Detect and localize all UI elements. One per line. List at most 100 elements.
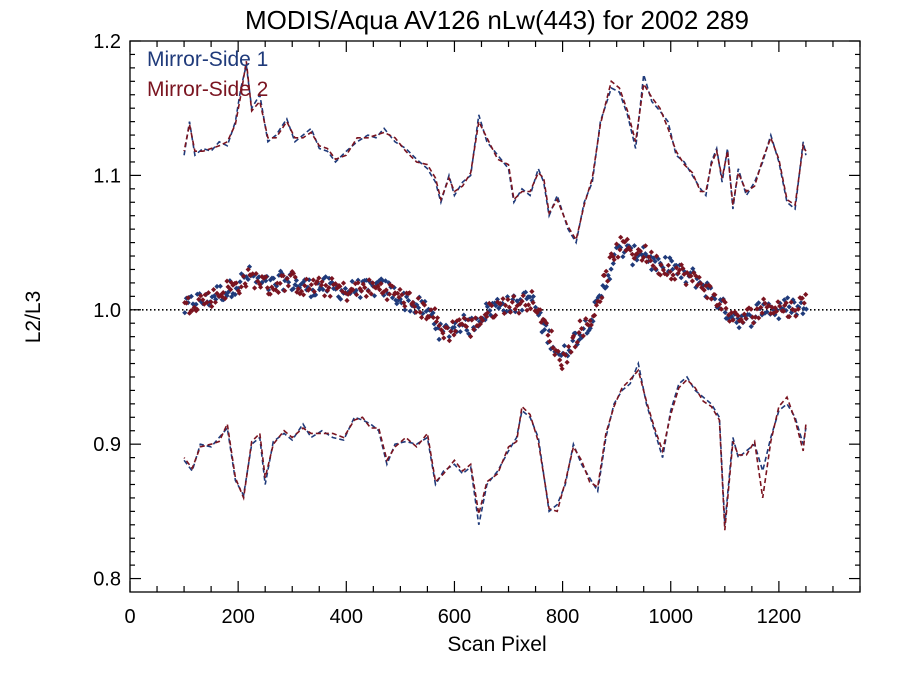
mirror-side-2-point (269, 284, 275, 290)
mirror-side-1-point (722, 309, 728, 316)
mirror-side-1-point (690, 266, 696, 272)
mirror-side-2-point (703, 283, 709, 289)
mirror-side-1-point (289, 287, 295, 293)
mirror-side-1-point (293, 277, 299, 283)
y-tick-label: 0.9 (93, 434, 121, 456)
mirror-side-2-point (530, 300, 536, 306)
mirror-side-2-point (440, 330, 446, 336)
mirror-side-2-point (432, 306, 438, 312)
mirror-side-2-point (631, 255, 637, 261)
mirror-side-2-point (652, 265, 659, 272)
mirror-side-2-point (615, 254, 621, 260)
mirror-side-1-point (584, 330, 590, 336)
mirror-side-2-point (795, 306, 801, 312)
mirror-side-1-point (565, 353, 571, 359)
mirror-side-1-point (193, 301, 199, 307)
mirror-side-2-point (750, 314, 756, 320)
mirror-side-1-point (305, 284, 311, 290)
mirror-side-1-point (326, 275, 332, 281)
mirror-side-2-point (489, 303, 495, 309)
mirror-side-2-point (282, 288, 288, 294)
mirror-side-1-point (781, 297, 787, 303)
mirror-side-2-point (209, 303, 215, 310)
mirror-side-2-point (243, 283, 249, 289)
mirror-side-2-point (183, 300, 189, 306)
mirror-side-2-point (461, 315, 467, 321)
mirror-side-2-point (572, 344, 578, 350)
mirror-side-2-point (334, 285, 340, 291)
mirror-side-2-point (472, 315, 478, 321)
mirror-side-2-point (801, 300, 807, 306)
mirror-side-2-point (547, 338, 553, 345)
mirror-side-1-point (577, 332, 583, 338)
mirror-side-2-point (783, 300, 789, 306)
mirror-side-2-point (644, 259, 650, 265)
mirror-side-1-point (628, 245, 634, 251)
mirror-side-2-point (633, 252, 639, 258)
mirror-side-2-point (545, 332, 551, 338)
mirror-side-2-point (274, 280, 280, 286)
mirror-side-1-point (338, 296, 344, 302)
mirror-side-2-point (480, 317, 486, 323)
mirror-side-2-point (258, 284, 264, 290)
mirror-side-2-point (289, 269, 295, 275)
mirror-side-2-point (194, 306, 200, 312)
mirror-side-1-point (791, 299, 797, 305)
mirror-side-1-point (725, 315, 731, 321)
mirror-side-2-point (611, 257, 617, 263)
mirror-side-2-point (201, 301, 207, 307)
mirror-side-1-point (415, 305, 422, 311)
mirror-side-2-point (608, 251, 614, 257)
mirror-side-2-point (354, 292, 360, 298)
mirror-side-2-point (186, 310, 193, 316)
mirror-side-2-point (583, 316, 589, 322)
mirror-side-2-point (790, 306, 796, 312)
mirror-side-1-point (602, 285, 608, 291)
x-tick-label: 200 (221, 606, 254, 628)
mirror-side-2-point (399, 292, 405, 298)
mirror-side-1-point (380, 278, 386, 284)
mirror-side-1-point (451, 324, 457, 330)
mirror-side-2-point (469, 317, 475, 323)
mirror-side-2-point (701, 287, 707, 293)
mirror-side-2-point (421, 302, 428, 308)
mirror-side-2-point (758, 304, 764, 310)
mirror-side-1-point (785, 295, 791, 301)
mirror-side-2-point (365, 288, 371, 294)
mirror-side-1-point (461, 312, 467, 318)
mirror-side-2-point (537, 307, 543, 313)
mirror-side-1-point (402, 307, 408, 313)
mirror-side-1-point (245, 276, 251, 282)
mirror-side-1-point (463, 316, 469, 322)
mirror-side-2-point (786, 314, 792, 320)
mirror-side-2-point (777, 303, 783, 309)
mirror-side-1-point (524, 296, 530, 302)
mirror-side-1-point (230, 291, 236, 297)
mirror-side-1-point (376, 278, 382, 284)
mirror-side-1-point (631, 243, 637, 249)
mirror-side-2-point (605, 278, 611, 284)
mirror-side-1-point (728, 313, 735, 319)
mirror-side-2-point (566, 344, 572, 350)
mirror-side-2-point (273, 287, 279, 293)
mirror-side-2-point (318, 282, 324, 288)
mirror-side-2-point (617, 247, 623, 253)
mirror-side-1-point (484, 304, 491, 310)
mirror-side-2-point (471, 326, 477, 333)
mirror-side-1-point (803, 306, 809, 312)
mirror-side-1-point (662, 254, 668, 260)
mirror-side-2-point (477, 321, 483, 327)
mirror-side-2-point (728, 310, 735, 316)
mirror-side-1-point (512, 309, 518, 315)
mirror-side-2-point (253, 271, 259, 277)
mirror-side-2-point (601, 272, 608, 278)
mirror-side-2-point (665, 262, 671, 268)
mirror-side-1-point (736, 325, 742, 331)
mirror-side-2-point (599, 295, 605, 301)
mirror-side-1-point (579, 334, 585, 340)
mirror-side-1-point (494, 296, 500, 302)
mirror-side-2-point (642, 243, 649, 249)
mirror-side-1-point (320, 286, 326, 293)
mirror-side-2-point (672, 276, 678, 282)
mirror-side-2-point (754, 306, 760, 312)
